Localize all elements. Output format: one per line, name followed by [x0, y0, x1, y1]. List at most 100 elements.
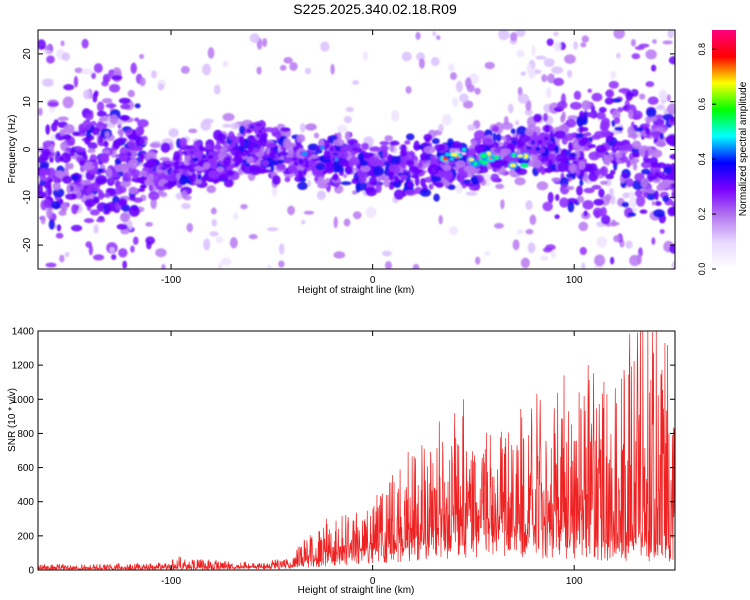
- spectrogram-cell: [431, 138, 440, 145]
- spectrogram-cell: [430, 57, 440, 67]
- spectrogram-y-tick-label: -10: [22, 190, 33, 205]
- spectrogram-cell: [109, 114, 119, 125]
- spectrogram-hotspot: [207, 154, 214, 160]
- spectrogram-cell: [118, 185, 127, 194]
- spectrogram-cell: [227, 169, 235, 176]
- spectrogram-cell: [81, 68, 93, 75]
- spectrogram-cell: [399, 160, 407, 169]
- spectrogram-cell: [55, 232, 64, 239]
- spectrogram-cell: [264, 142, 276, 148]
- spectrogram-cell: [438, 214, 443, 225]
- spectrogram-cell: [215, 140, 221, 151]
- spectrogram-cell: [168, 128, 179, 138]
- spectrogram-cell: [610, 194, 616, 205]
- spectrogram-cell: [535, 55, 547, 60]
- spectrogram-cell: [359, 159, 368, 167]
- spectrogram-cell: [332, 139, 345, 147]
- spectrogram-cell: [283, 56, 293, 64]
- spectrogram-cell: [580, 172, 585, 177]
- spectrogram-y-tick-label: 20: [22, 48, 33, 60]
- colorbar-tick-label: 0.6: [697, 98, 707, 111]
- spectrogram-cell: [543, 112, 548, 122]
- spectrogram-cell: [560, 149, 567, 157]
- spectrogram-cell: [671, 260, 675, 269]
- spectrogram-cell: [631, 157, 640, 164]
- spectrogram-cell: [352, 190, 358, 195]
- spectrogram-cell: [360, 165, 371, 173]
- spectrogram-cell: [580, 42, 587, 48]
- spectrogram-cell: [81, 38, 89, 49]
- spectrogram-cell: [579, 126, 589, 132]
- spectrogram-cell: [466, 84, 475, 93]
- spectrogram-cell: [560, 114, 565, 123]
- spectrogram-cell: [600, 206, 607, 218]
- spectrogram-cell: [223, 156, 232, 167]
- spectrogram-cell: [517, 93, 530, 104]
- spectrogram-cell: [567, 201, 575, 213]
- spectrogram-cell: [87, 148, 96, 154]
- spectrogram-cell: [430, 176, 442, 183]
- spectrogram-cell: [304, 67, 312, 75]
- spectrogram-cell: [105, 103, 117, 109]
- spectrogram-hotspot: [255, 123, 263, 127]
- spectrogram-cell: [139, 53, 145, 59]
- spectrogram-cell: [303, 210, 315, 215]
- spectrogram-cell: [561, 136, 568, 145]
- spectrogram-cell: [333, 251, 346, 259]
- spectrogram-hotspot: [334, 157, 339, 162]
- spectrogram-cell: [186, 222, 194, 233]
- spectrogram-cell: [181, 203, 191, 210]
- spectrogram-cell: [261, 133, 267, 141]
- spectrogram-cell: [418, 58, 425, 69]
- chart-title: S225.2025.340.02.18.R09: [293, 1, 457, 17]
- spectrogram-cell: [559, 183, 570, 195]
- spectrogram-cell: [608, 188, 614, 196]
- spectrogram-cell: [58, 156, 65, 162]
- spectrogram-cell: [654, 201, 662, 206]
- spectrogram-cell: [649, 156, 658, 166]
- spectrogram-cell: [399, 149, 407, 157]
- spectrogram-cell: [72, 131, 81, 137]
- spectrogram-cell: [405, 159, 414, 166]
- spectrogram-hotspot: [330, 147, 334, 152]
- spectrogram-cell: [82, 119, 92, 131]
- spectrogram-cell: [119, 154, 128, 163]
- spectrogram-hotspot: [301, 151, 308, 156]
- spectrogram-cell: [230, 122, 240, 130]
- spectrogram-cell: [516, 139, 525, 148]
- spectrogram-cell: [626, 92, 635, 97]
- spectrogram-cell: [388, 171, 395, 181]
- spectrogram-hotspot: [189, 150, 194, 154]
- spectrogram-cell: [515, 30, 526, 37]
- spectrogram-cell: [423, 145, 436, 154]
- spectrogram-cell: [382, 149, 388, 159]
- spectrogram-cell: [134, 103, 141, 109]
- spectrogram-cell: [102, 123, 108, 129]
- spectrogram-cell: [545, 87, 552, 99]
- spectrogram-cell: [52, 182, 61, 191]
- spectrogram-cell: [448, 63, 455, 72]
- spectrogram-cell: [413, 140, 420, 152]
- spectrogram-cell: [668, 170, 675, 182]
- spectrogram-cell: [646, 189, 656, 194]
- spectrogram-cell: [474, 87, 481, 95]
- spectrogram-cell: [127, 89, 135, 98]
- spectrogram-cell: [46, 208, 53, 219]
- spectrogram-cell: [544, 124, 550, 133]
- spectrogram-cell: [278, 260, 285, 268]
- spectrogram-cell: [631, 53, 641, 60]
- spectrogram-cell: [494, 157, 503, 169]
- spectrogram-cell: [150, 197, 157, 210]
- spectrogram-cell: [557, 161, 568, 173]
- spectrogram-cell: [482, 137, 493, 145]
- spectrogram-cell: [605, 135, 614, 142]
- spectrogram-cell: [181, 190, 188, 199]
- spectrogram-cell: [515, 149, 521, 154]
- spectrogram-cell: [569, 153, 577, 158]
- spectrogram-cell: [48, 219, 56, 230]
- spectrogram-cell: [383, 176, 390, 188]
- spectrogram-cell: [110, 170, 119, 178]
- spectrogram-cell: [297, 169, 304, 179]
